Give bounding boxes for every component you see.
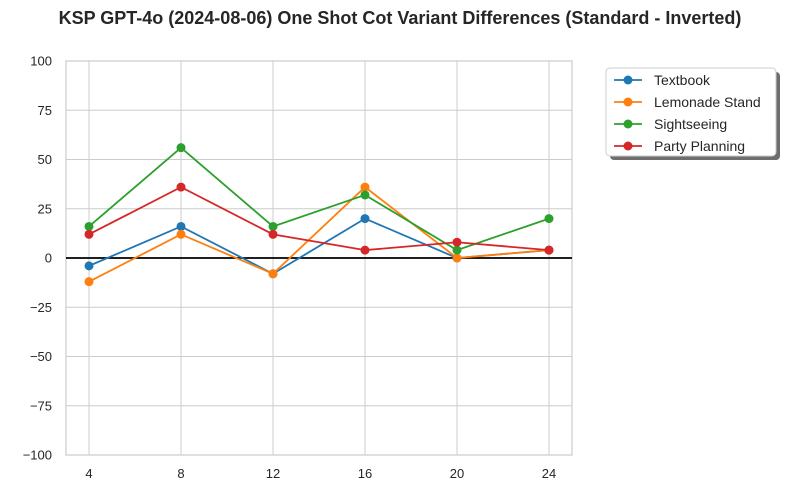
legend-item-party-planning: Party Planning (614, 138, 745, 154)
data-point-party-planning (84, 229, 94, 239)
legend-label: Textbook (654, 72, 711, 88)
data-point-textbook (176, 221, 186, 231)
series-layer (84, 143, 554, 287)
data-point-sightseeing (544, 214, 554, 224)
series-sightseeing (84, 143, 554, 255)
series-line-lemonade-stand (88, 185, 550, 283)
data-point-sightseeing (84, 221, 94, 231)
data-point-lemonade-stand (84, 277, 94, 287)
legend-marker (623, 75, 633, 85)
y-tick-label: 25 (38, 201, 52, 216)
series-party-planning (84, 182, 554, 255)
series-line-sightseeing (88, 146, 550, 252)
data-point-party-planning (360, 245, 370, 255)
data-point-party-planning (544, 245, 554, 255)
x-tick-label: 16 (358, 466, 372, 481)
y-tick-label: 0 (45, 251, 52, 266)
legend-label: Party Planning (654, 138, 745, 154)
legend: Textbook Lemonade Stand Sightseeing Party P… (605, 67, 780, 160)
series-line-party-planning (88, 186, 550, 252)
data-point-sightseeing (176, 143, 186, 153)
y-tick-label: −100 (23, 448, 52, 463)
chart-title: KSP GPT-4o (2024-08-06) One Shot Cot Var… (59, 8, 742, 28)
legend-item-lemonade-stand: Lemonade Stand (614, 94, 761, 110)
legend-item-sightseeing: Sightseeing (614, 116, 727, 132)
legend-label: Lemonade Stand (654, 94, 761, 110)
y-tick-label: 100 (30, 54, 52, 69)
data-point-lemonade-stand (360, 182, 370, 192)
data-point-textbook (84, 261, 94, 271)
legend-item-textbook: Textbook (614, 72, 711, 88)
series-textbook (84, 214, 554, 279)
legend-marker (623, 141, 633, 151)
data-point-sightseeing (268, 221, 278, 231)
x-tick-label: 12 (266, 466, 280, 481)
legend-marker (623, 119, 633, 129)
series-lemonade-stand (84, 182, 554, 287)
data-point-lemonade-stand (452, 253, 462, 263)
y-tick-label: 50 (38, 152, 52, 167)
data-point-party-planning (268, 229, 278, 239)
x-axis-ticks: 4 8 12 16 20 24 (85, 466, 556, 481)
data-point-textbook (360, 214, 370, 224)
data-point-sightseeing (452, 245, 462, 255)
y-tick-label: −50 (30, 349, 52, 364)
legend-label: Sightseeing (654, 116, 727, 132)
y-tick-label: −75 (30, 398, 52, 413)
data-point-party-planning (452, 237, 462, 247)
data-point-lemonade-stand (176, 229, 186, 239)
legend-marker (623, 97, 633, 107)
x-tick-label: 8 (177, 466, 184, 481)
data-point-sightseeing (360, 190, 370, 200)
y-tick-label: −25 (30, 300, 52, 315)
data-point-lemonade-stand (268, 269, 278, 279)
x-tick-label: 20 (450, 466, 464, 481)
y-tick-label: 75 (38, 103, 52, 118)
legend-box (605, 67, 777, 157)
y-axis-ticks: 100 75 50 25 0 −25 −50 −75 −100 (23, 54, 52, 463)
x-tick-label: 24 (542, 466, 556, 481)
data-point-party-planning (176, 182, 186, 192)
x-tick-label: 4 (85, 466, 92, 481)
